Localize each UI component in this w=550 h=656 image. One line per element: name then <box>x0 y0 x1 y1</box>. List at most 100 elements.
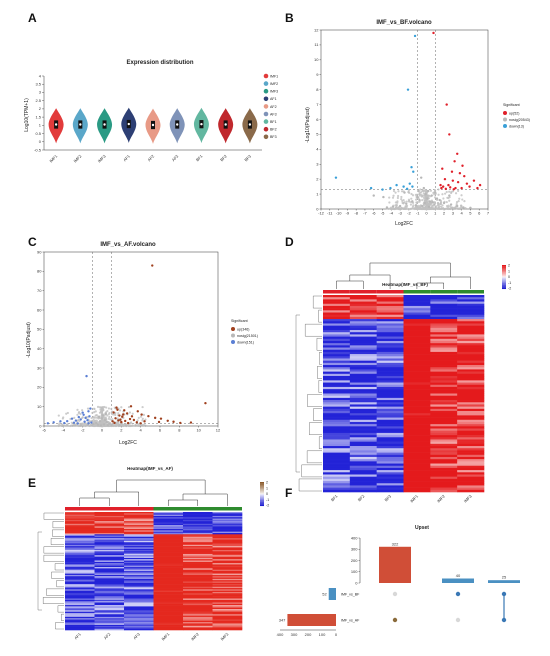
volcano-c-point <box>111 420 114 423</box>
heatmap-e-cell <box>183 571 213 573</box>
heatmap-e-cell <box>183 543 213 546</box>
heatmap-e-legend-gradient <box>260 489 264 491</box>
heatmap-d-cell <box>457 356 485 359</box>
heatmap-d-cell <box>323 305 351 309</box>
volcano-b-point <box>411 200 414 203</box>
heatmap-e-cell <box>65 619 95 622</box>
volcano-b-nosig-cloud <box>418 207 421 211</box>
heatmap-e-cell <box>212 538 243 540</box>
heatmap-e-col-dendrogram <box>94 491 139 506</box>
upset-dot <box>455 591 461 597</box>
volcano-b-nosig-cloud <box>450 191 453 195</box>
heatmap-d-cell <box>376 327 404 331</box>
heatmap-e-cell <box>183 563 213 565</box>
heatmap-d-cell <box>323 334 351 337</box>
heatmap-e-legend-gradient <box>260 484 264 486</box>
volcano-b-nosig-cloud <box>439 207 443 211</box>
volcano-c-nosig-cloud <box>107 407 111 410</box>
heatmap-e-cell <box>212 571 243 573</box>
heatmap-e-cell <box>212 543 243 546</box>
heatmap-e-cell <box>124 622 154 624</box>
heatmap-e-cell <box>212 539 243 542</box>
heatmap-d-cell <box>376 360 404 364</box>
heatmap-e-cell <box>153 521 184 523</box>
volcano-b-point <box>402 185 405 188</box>
heatmap-d-cell <box>403 430 431 434</box>
heatmap-e-cell <box>153 550 184 552</box>
volcano-b-point <box>426 197 429 200</box>
heatmap-d-cell <box>376 443 404 447</box>
heatmap-d-cell <box>349 413 377 416</box>
volcano-c-legend-title: Significant <box>231 319 248 323</box>
heatmap-d-cell <box>376 467 404 471</box>
violin-ytick-label: 1 <box>39 123 42 128</box>
heatmap-d-cell <box>457 316 485 320</box>
heatmap-d-cell <box>349 450 377 453</box>
heatmap-d-cell <box>457 360 485 364</box>
heatmap-e-cell <box>153 518 184 521</box>
heatmap-e-cell <box>183 532 213 535</box>
heatmap-d-cell <box>376 478 404 482</box>
heatmap-d-cell <box>323 470 351 473</box>
volcano-b-point <box>438 198 441 202</box>
heatmap-e-cell <box>94 585 125 588</box>
volcano-b-nosig-cloud <box>445 200 448 204</box>
heatmap-d-cell <box>376 415 404 418</box>
heatmap-d-cell <box>403 437 431 440</box>
heatmap-e-cell <box>124 521 154 523</box>
heatmap-d-cell <box>376 323 404 326</box>
heatmap-d-legend-gradient <box>502 273 506 275</box>
heatmap-e-cell <box>153 616 184 619</box>
heatmap-d-cell <box>376 461 404 464</box>
violin-legend-label: AF2 <box>270 105 277 109</box>
heatmap-e-cell <box>212 584 243 586</box>
heatmap-e-cell <box>153 526 184 529</box>
heatmap-d-cell <box>323 345 351 348</box>
volcano-b-nosig-cloud <box>440 201 443 204</box>
heatmap-e-cell <box>124 598 154 601</box>
heatmap-d-cell <box>430 437 458 440</box>
volcano-c-point <box>74 419 78 422</box>
heatmap-e-cell <box>153 560 184 563</box>
heatmap-e-cell <box>212 578 243 581</box>
heatmap-e-cell <box>183 614 213 616</box>
heatmap-e-cell <box>94 567 125 569</box>
volcano-b-nosig-cloud <box>458 197 461 200</box>
violin-ytick-label: 3 <box>39 90 42 95</box>
volcano-c-point <box>63 421 66 425</box>
heatmap-d-cell <box>323 421 351 425</box>
volcano-b-nosig-cloud <box>431 207 434 210</box>
heatmap-e-cell <box>212 514 243 517</box>
heatmap-d-cell <box>457 428 485 432</box>
volcano-c-point <box>166 419 169 422</box>
volcano-c-point <box>100 417 104 420</box>
upset-set-name: IMF_vs_BF <box>341 592 360 596</box>
heatmap-d-cell <box>430 408 458 412</box>
volcano-c-ytick-label: 50 <box>37 327 42 332</box>
volcano-c-point <box>76 422 80 425</box>
heatmap-e-cell <box>124 595 154 598</box>
volcano-b-point <box>427 189 430 193</box>
volcano-b-nosig-cloud <box>429 207 433 210</box>
heatmap-e-cell <box>94 518 125 521</box>
heatmap-e-cell <box>65 534 95 536</box>
heatmap-d-cell <box>403 360 431 364</box>
heatmap-d-cell <box>349 314 377 318</box>
heatmap-e-cell <box>94 532 125 535</box>
volcano-c-point <box>86 419 89 422</box>
heatmap-e-cell <box>94 572 125 574</box>
volcano-c-nosig-cloud <box>62 416 65 419</box>
volcano-b-nosig-cloud <box>422 190 425 193</box>
heatmap-e-cell <box>124 525 154 527</box>
volcano-c-point <box>125 412 129 415</box>
heatmap-e-cell <box>65 532 95 535</box>
heatmap-e-cell <box>65 527 95 530</box>
volcano-imf-af: IMF_vs_AF.volcano Log2FC -Log10(Padjust)… <box>26 242 258 446</box>
heatmap-d-cell <box>430 295 458 298</box>
heatmap-d-cell <box>376 345 404 348</box>
heatmap-e-cell <box>212 544 243 547</box>
heatmap-d-row-dendrogram <box>309 422 322 435</box>
volcano-b-nosig-cloud <box>441 204 444 207</box>
heatmap-d-cell <box>323 384 351 388</box>
heatmap-d-cell <box>349 375 377 379</box>
